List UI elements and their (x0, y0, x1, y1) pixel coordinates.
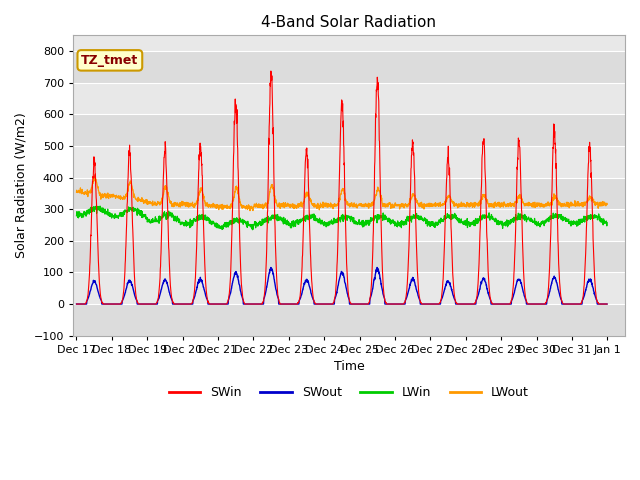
Legend: SWin, SWout, LWin, LWout: SWin, SWout, LWin, LWout (164, 382, 534, 405)
Bar (73, 114, 625, 146)
Title: 4-Band Solar Radiation: 4-Band Solar Radiation (262, 15, 436, 30)
Bar (73, 209, 625, 241)
Text: TZ_tmet: TZ_tmet (81, 54, 138, 67)
Bar (73, 178, 625, 209)
Bar (73, 146, 625, 178)
X-axis label: Time: Time (333, 360, 364, 373)
Y-axis label: Solar Radiation (W/m2): Solar Radiation (W/m2) (15, 113, 28, 258)
Bar (73, 304, 625, 336)
Bar (73, 241, 625, 273)
Bar (73, 83, 625, 114)
Bar (73, 273, 625, 304)
Bar (73, 51, 625, 83)
